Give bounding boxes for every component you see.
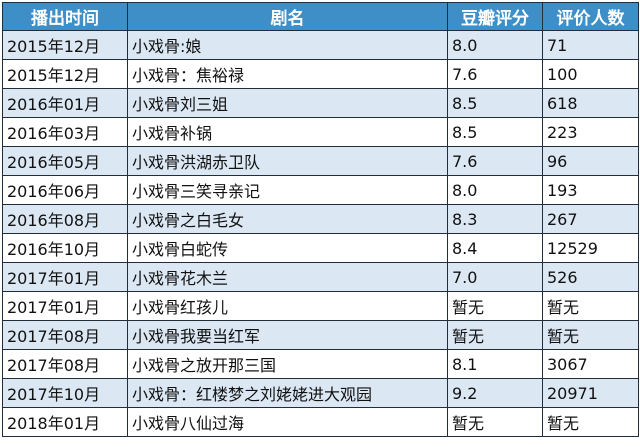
table-header: 播出时间 剧名 豆瓣评分 评价人数 — [2, 2, 639, 31]
cell-title: 小戏骨：焦裕禄 — [127, 59, 448, 89]
cell-rating-count: 96 — [542, 146, 639, 176]
column-header-douban-score: 豆瓣评分 — [447, 2, 543, 31]
cell-air-date: 2016年05月 — [2, 146, 128, 176]
cell-douban-score: 8.4 — [447, 233, 543, 263]
table-body: 2015年12月 小戏骨:娘 8.0 71 2015年12月 小戏骨：焦裕禄 7.6 100 2… — [2, 30, 639, 437]
data-table: 播出时间 剧名 豆瓣评分 评价人数 2015年12月 小戏骨:娘 8.0 71 2015… — [2, 2, 639, 437]
cell-air-date: 2017年01月 — [2, 262, 128, 292]
cell-title: 小戏骨之白毛女 — [127, 204, 448, 234]
cell-title: 小戏骨三笑寻亲记 — [127, 175, 448, 205]
cell-title: 小戏骨八仙过海 — [127, 407, 448, 437]
table-row: 2016年01月 小戏骨刘三姐 8.5 618 — [2, 88, 639, 118]
cell-douban-score: 7.6 — [447, 146, 543, 176]
cell-rating-count: 100 — [542, 59, 639, 89]
cell-rating-count: 12529 — [542, 233, 639, 263]
cell-air-date: 2017年01月 — [2, 291, 128, 321]
cell-rating-count: 暂无 — [542, 320, 639, 350]
cell-douban-score: 8.0 — [447, 30, 543, 60]
cell-air-date: 2017年08月 — [2, 320, 128, 350]
cell-air-date: 2016年03月 — [2, 117, 128, 147]
cell-title: 小戏骨之放开那三国 — [127, 349, 448, 379]
table-row: 2016年08月 小戏骨之白毛女 8.3 267 — [2, 204, 639, 234]
cell-air-date: 2016年06月 — [2, 175, 128, 205]
cell-rating-count: 71 — [542, 30, 639, 60]
cell-rating-count: 3067 — [542, 349, 639, 379]
cell-title: 小戏骨洪湖赤卫队 — [127, 146, 448, 176]
cell-air-date: 2017年08月 — [2, 349, 128, 379]
table-row: 2017年08月 小戏骨之放开那三国 8.1 3067 — [2, 349, 639, 379]
table-row: 2017年01月 小戏骨红孩儿 暂无 暂无 — [2, 291, 639, 321]
cell-air-date: 2018年01月 — [2, 407, 128, 437]
table-row: 2016年05月 小戏骨洪湖赤卫队 7.6 96 — [2, 146, 639, 176]
table-row: 2016年06月 小戏骨三笑寻亲记 8.0 193 — [2, 175, 639, 205]
cell-air-date: 2016年01月 — [2, 88, 128, 118]
cell-air-date: 2015年12月 — [2, 30, 128, 60]
column-header-rating-count: 评价人数 — [542, 2, 639, 31]
column-header-air-date: 播出时间 — [2, 2, 128, 31]
cell-title: 小戏骨：红楼梦之刘姥姥进大观园 — [127, 378, 448, 408]
cell-douban-score: 7.0 — [447, 262, 543, 292]
cell-air-date: 2015年12月 — [2, 59, 128, 89]
cell-douban-score: 暂无 — [447, 291, 543, 321]
table-row: 2015年12月 小戏骨：焦裕禄 7.6 100 — [2, 59, 639, 89]
cell-rating-count: 267 — [542, 204, 639, 234]
cell-douban-score: 7.6 — [447, 59, 543, 89]
cell-rating-count: 526 — [542, 262, 639, 292]
cell-douban-score: 8.3 — [447, 204, 543, 234]
cell-douban-score: 8.5 — [447, 88, 543, 118]
table-row: 2015年12月 小戏骨:娘 8.0 71 — [2, 30, 639, 60]
cell-title: 小戏骨红孩儿 — [127, 291, 448, 321]
table-row: 2018年01月 小戏骨八仙过海 暂无 暂无 — [2, 407, 639, 437]
cell-rating-count: 暂无 — [542, 407, 639, 437]
cell-title: 小戏骨补锅 — [127, 117, 448, 147]
header-row: 播出时间 剧名 豆瓣评分 评价人数 — [2, 2, 639, 31]
cell-douban-score: 9.2 — [447, 378, 543, 408]
cell-air-date: 2016年10月 — [2, 233, 128, 263]
cell-douban-score: 暂无 — [447, 320, 543, 350]
cell-title: 小戏骨刘三姐 — [127, 88, 448, 118]
cell-douban-score: 8.5 — [447, 117, 543, 147]
table-row: 2016年10月 小戏骨白蛇传 8.4 12529 — [2, 233, 639, 263]
cell-douban-score: 暂无 — [447, 407, 543, 437]
cell-douban-score: 8.0 — [447, 175, 543, 205]
cell-title: 小戏骨我要当红军 — [127, 320, 448, 350]
cell-title: 小戏骨白蛇传 — [127, 233, 448, 263]
cell-rating-count: 193 — [542, 175, 639, 205]
cell-rating-count: 223 — [542, 117, 639, 147]
cell-rating-count: 20971 — [542, 378, 639, 408]
cell-rating-count: 618 — [542, 88, 639, 118]
table-row: 2016年03月 小戏骨补锅 8.5 223 — [2, 117, 639, 147]
table-row: 2017年10月 小戏骨：红楼梦之刘姥姥进大观园 9.2 20971 — [2, 378, 639, 408]
cell-air-date: 2017年10月 — [2, 378, 128, 408]
cell-rating-count: 暂无 — [542, 291, 639, 321]
cell-title: 小戏骨花木兰 — [127, 262, 448, 292]
table-row: 2017年01月 小戏骨花木兰 7.0 526 — [2, 262, 639, 292]
table-row: 2017年08月 小戏骨我要当红军 暂无 暂无 — [2, 320, 639, 350]
cell-title: 小戏骨:娘 — [127, 30, 448, 60]
cell-douban-score: 8.1 — [447, 349, 543, 379]
column-header-title: 剧名 — [127, 2, 448, 31]
cell-air-date: 2016年08月 — [2, 204, 128, 234]
